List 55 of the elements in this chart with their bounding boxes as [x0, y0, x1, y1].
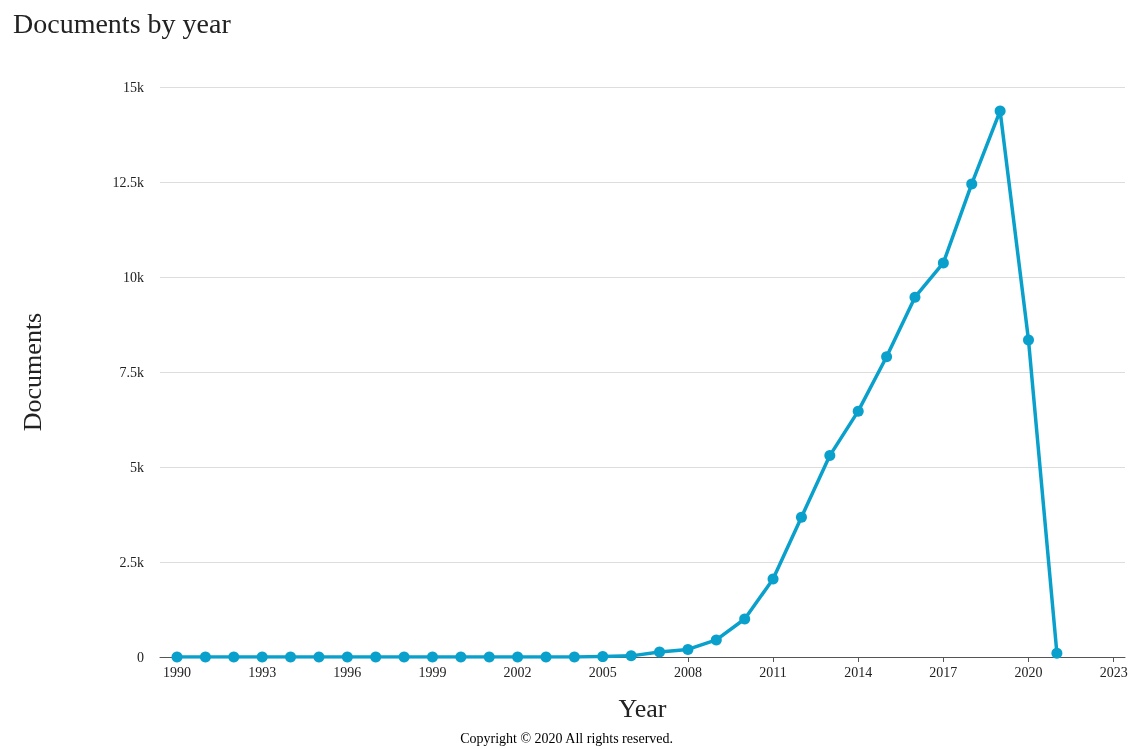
x-axis-title: Year — [618, 693, 667, 723]
point — [512, 651, 524, 663]
x-tick-label: 2005 — [588, 664, 617, 680]
point — [199, 651, 211, 663]
point — [285, 651, 297, 663]
point — [398, 651, 410, 663]
y-tick-label: 2.5k — [119, 554, 144, 570]
point — [540, 651, 552, 663]
x-tick-label: 1990 — [163, 664, 192, 680]
chart-title: Documents by year — [13, 7, 232, 39]
point — [370, 651, 382, 663]
point — [937, 257, 949, 269]
y-tick-label: 7.5k — [119, 364, 144, 380]
y-tick-label: 10k — [123, 269, 144, 285]
x-tick-label: 1999 — [418, 664, 447, 680]
x-tick-label: 2008 — [673, 664, 702, 680]
point — [341, 651, 353, 663]
text: Copyright © 2020 All rights reserved. — [460, 730, 674, 746]
x-tick-label: 2017 — [929, 664, 958, 680]
point — [824, 450, 836, 462]
point — [1051, 647, 1063, 659]
point — [654, 646, 666, 658]
y-tick-label: 5k — [130, 459, 144, 475]
x-tick-label: 2002 — [503, 664, 532, 680]
x-tick-label: 2011 — [759, 664, 787, 680]
point — [710, 634, 722, 646]
point — [795, 511, 807, 523]
x-tick-label: 2020 — [1014, 664, 1043, 680]
point — [228, 651, 240, 663]
y-tick-label: 15k — [123, 79, 144, 95]
point — [682, 643, 694, 655]
point — [483, 651, 495, 663]
point — [909, 291, 921, 303]
point — [597, 651, 609, 663]
point — [739, 613, 751, 625]
point — [1023, 334, 1034, 346]
point — [426, 651, 438, 663]
x-tick-label: 1996 — [333, 664, 362, 680]
point — [568, 651, 580, 663]
y-axis-title: Documents — [17, 312, 47, 432]
y-tick-label: 0 — [137, 649, 144, 665]
point — [455, 651, 467, 663]
point — [881, 351, 893, 363]
point — [767, 573, 779, 585]
point — [852, 405, 864, 417]
point — [994, 105, 1006, 117]
point — [966, 178, 978, 190]
x-tick-label: 1993 — [248, 664, 277, 680]
point — [625, 650, 637, 662]
y-tick-label: 12.5k — [112, 174, 144, 190]
point — [256, 651, 268, 663]
point — [313, 651, 325, 663]
x-tick-label: 2014 — [844, 664, 873, 680]
point — [171, 651, 183, 663]
x-tick-label: 2023 — [1099, 664, 1128, 680]
